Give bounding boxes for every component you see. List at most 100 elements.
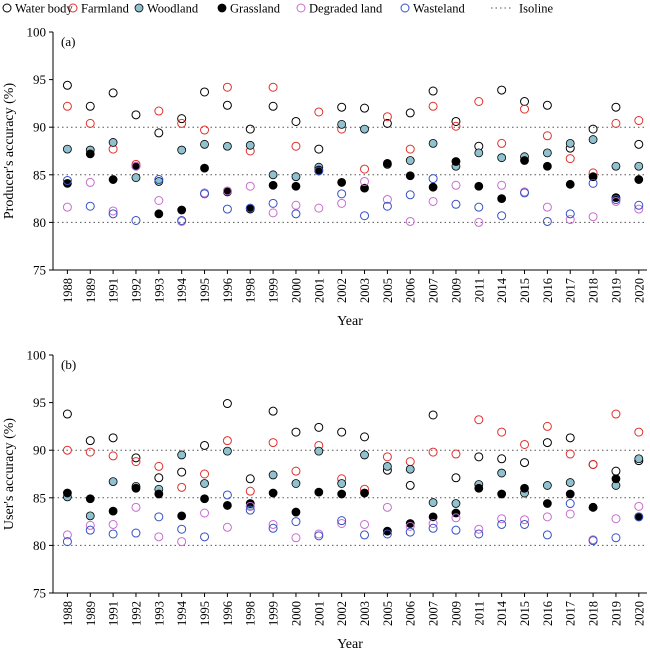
data-point — [291, 517, 301, 527]
data-point — [520, 104, 530, 114]
data-point — [382, 118, 392, 128]
data-point — [542, 530, 552, 540]
legend-label: Degraded land — [309, 2, 383, 16]
data-point — [497, 514, 507, 524]
data-point — [634, 161, 644, 171]
data-point — [634, 454, 644, 464]
data-point — [131, 173, 141, 183]
x-tick-label: 1996 — [221, 601, 235, 626]
data-point — [360, 103, 370, 113]
data-point — [428, 182, 438, 192]
legend-item: Farmland — [68, 2, 130, 16]
data-point — [200, 163, 209, 173]
data-point — [497, 427, 507, 437]
legend: Water body Farmland Woodland Grassland Degra… — [2, 2, 553, 16]
data-point — [497, 180, 507, 190]
data-point — [382, 526, 392, 536]
data-point — [268, 101, 278, 111]
data-point — [85, 494, 95, 504]
data-point — [474, 529, 484, 539]
data-point — [565, 509, 575, 519]
data-point — [108, 209, 118, 219]
data-point — [222, 436, 232, 446]
data-point — [474, 202, 484, 212]
x-tick-label: 1991 — [107, 601, 121, 626]
data-point — [177, 524, 187, 534]
data-point — [611, 195, 621, 205]
data-point — [428, 196, 438, 206]
data-point — [154, 177, 164, 186]
data-point — [405, 156, 415, 165]
data-point — [200, 440, 210, 450]
x-tick-label: 1988 — [61, 601, 75, 626]
data-point — [245, 505, 255, 515]
data-point — [405, 519, 415, 528]
data-point — [314, 422, 324, 432]
data-point — [451, 525, 461, 535]
x-tick-label: 2015 — [518, 278, 532, 303]
data-point — [542, 512, 552, 522]
data-point — [382, 112, 392, 122]
data-point — [200, 532, 210, 542]
x-tick-label: 2006 — [404, 278, 418, 303]
series-farmland — [62, 82, 644, 178]
data-point — [428, 138, 438, 148]
data-point — [611, 161, 621, 171]
data-point — [634, 501, 644, 511]
data-point — [291, 181, 301, 191]
data-point — [291, 427, 301, 437]
legend-item: Isoline — [491, 2, 553, 16]
data-point — [634, 139, 644, 149]
data-point — [108, 519, 118, 529]
data-point — [337, 489, 347, 499]
data-point — [108, 451, 118, 461]
data-point — [474, 96, 484, 106]
data-point — [62, 445, 72, 455]
data-point — [611, 118, 621, 128]
x-tick-label: 2005 — [381, 601, 395, 626]
data-point — [85, 520, 95, 530]
data-point — [108, 88, 118, 98]
data-point — [291, 209, 301, 219]
data-point — [382, 195, 392, 205]
data-point — [63, 178, 72, 188]
data-point — [474, 217, 484, 227]
data-point — [154, 473, 164, 483]
data-point — [497, 85, 507, 95]
x-tick-label: 1998 — [244, 278, 258, 303]
x-tick-label: 1989 — [84, 601, 98, 626]
data-point — [474, 148, 484, 158]
data-point — [542, 131, 552, 141]
legend-label: Isoline — [519, 2, 553, 16]
data-point — [314, 166, 324, 176]
data-point — [428, 498, 438, 507]
y-tick-label: 80 — [33, 215, 46, 230]
data-point — [611, 533, 621, 543]
data-point — [360, 183, 369, 193]
series-grassland — [63, 474, 644, 536]
data-point — [177, 114, 187, 124]
data-point — [154, 196, 164, 206]
x-tick-label: 1988 — [61, 278, 75, 303]
y-tick-label: 80 — [33, 538, 46, 553]
legend-marker — [2, 3, 12, 13]
data-point — [245, 499, 255, 508]
data-point — [588, 459, 598, 469]
data-point — [451, 513, 461, 523]
data-point — [497, 519, 507, 529]
x-tick-label: 2018 — [587, 278, 601, 303]
y-tick-label: 100 — [27, 25, 47, 40]
data-point — [268, 488, 278, 498]
data-point — [108, 433, 118, 443]
x-tick-label: 2018 — [587, 601, 601, 626]
x-tick-label: 2007 — [427, 278, 441, 303]
data-point — [520, 96, 530, 106]
data-point — [337, 198, 347, 208]
x-tick-label: 2003 — [358, 278, 372, 303]
y-axis-title: User's accuracy (%) — [2, 418, 17, 530]
data-point — [154, 106, 164, 116]
data-point — [314, 487, 324, 497]
data-point — [565, 489, 575, 499]
data-point — [245, 140, 255, 150]
x-tick-label: 2000 — [289, 278, 303, 303]
